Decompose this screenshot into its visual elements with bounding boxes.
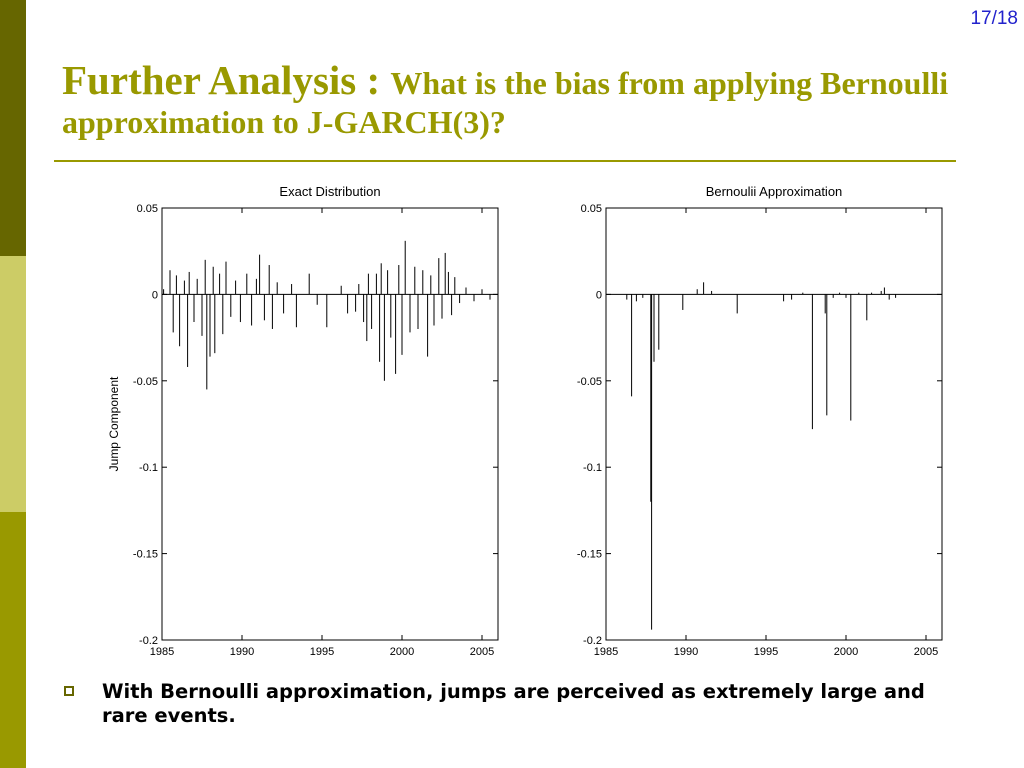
x-tick-label: 1985	[150, 646, 174, 658]
y-tick-label: -0.2	[583, 635, 602, 647]
x-tick-label: 2005	[470, 646, 494, 658]
y-tick-label: -0.05	[577, 376, 602, 388]
side-bar-mid	[0, 512, 26, 768]
x-tick-label: 1990	[230, 646, 254, 658]
y-tick-label: 0	[596, 289, 602, 301]
chart-1: Exact Distribution 0.05 0 -0.05 -0.1 -0.15 -0.…	[107, 184, 499, 658]
y-tick-label: -0.15	[577, 549, 602, 561]
plot-frame	[605, 207, 943, 641]
y-tick-label: 0.05	[581, 203, 602, 215]
title-main: Further Analysis :	[62, 57, 391, 103]
y-tick-label: -0.05	[133, 376, 158, 388]
y-tick-label: 0.05	[137, 203, 158, 215]
chart-title: Exact Distribution	[279, 184, 380, 199]
y-tick-label: -0.1	[583, 462, 602, 474]
y-tick-label: 0	[152, 289, 158, 301]
x-tick-label: 1985	[594, 646, 618, 658]
title-divider	[54, 160, 956, 162]
x-tick-label: 1995	[754, 646, 778, 658]
x-tick-label: 2000	[390, 646, 414, 658]
chart-title: Bernoulii Approximation	[706, 184, 843, 199]
slide-title: Further Analysis : What is the bias from…	[62, 56, 992, 142]
x-tick-label: 2000	[834, 646, 858, 658]
y-axis-label: Jump Component	[107, 376, 121, 471]
bullet-marker-icon	[64, 686, 74, 696]
bullet-text: With Bernoulli approximation, jumps are …	[102, 680, 925, 728]
side-bar-dark	[0, 0, 26, 256]
chart-2: Bernoulii Approximation 0.05 0 -0.05 -0.1 -0.…	[577, 184, 943, 658]
y-tick-label: -0.15	[133, 549, 158, 561]
plot-frame	[161, 207, 499, 641]
slide-number: 17/18	[970, 8, 1018, 29]
y-tick-label: -0.2	[139, 635, 158, 647]
y-tick-label: -0.1	[139, 462, 158, 474]
x-tick-label: 2005	[914, 646, 938, 658]
title-sub: What is the bias from applying Bernoulli…	[62, 65, 949, 141]
x-tick-label: 1995	[310, 646, 334, 658]
side-bar-light	[0, 256, 26, 512]
x-tick-label: 1990	[674, 646, 698, 658]
